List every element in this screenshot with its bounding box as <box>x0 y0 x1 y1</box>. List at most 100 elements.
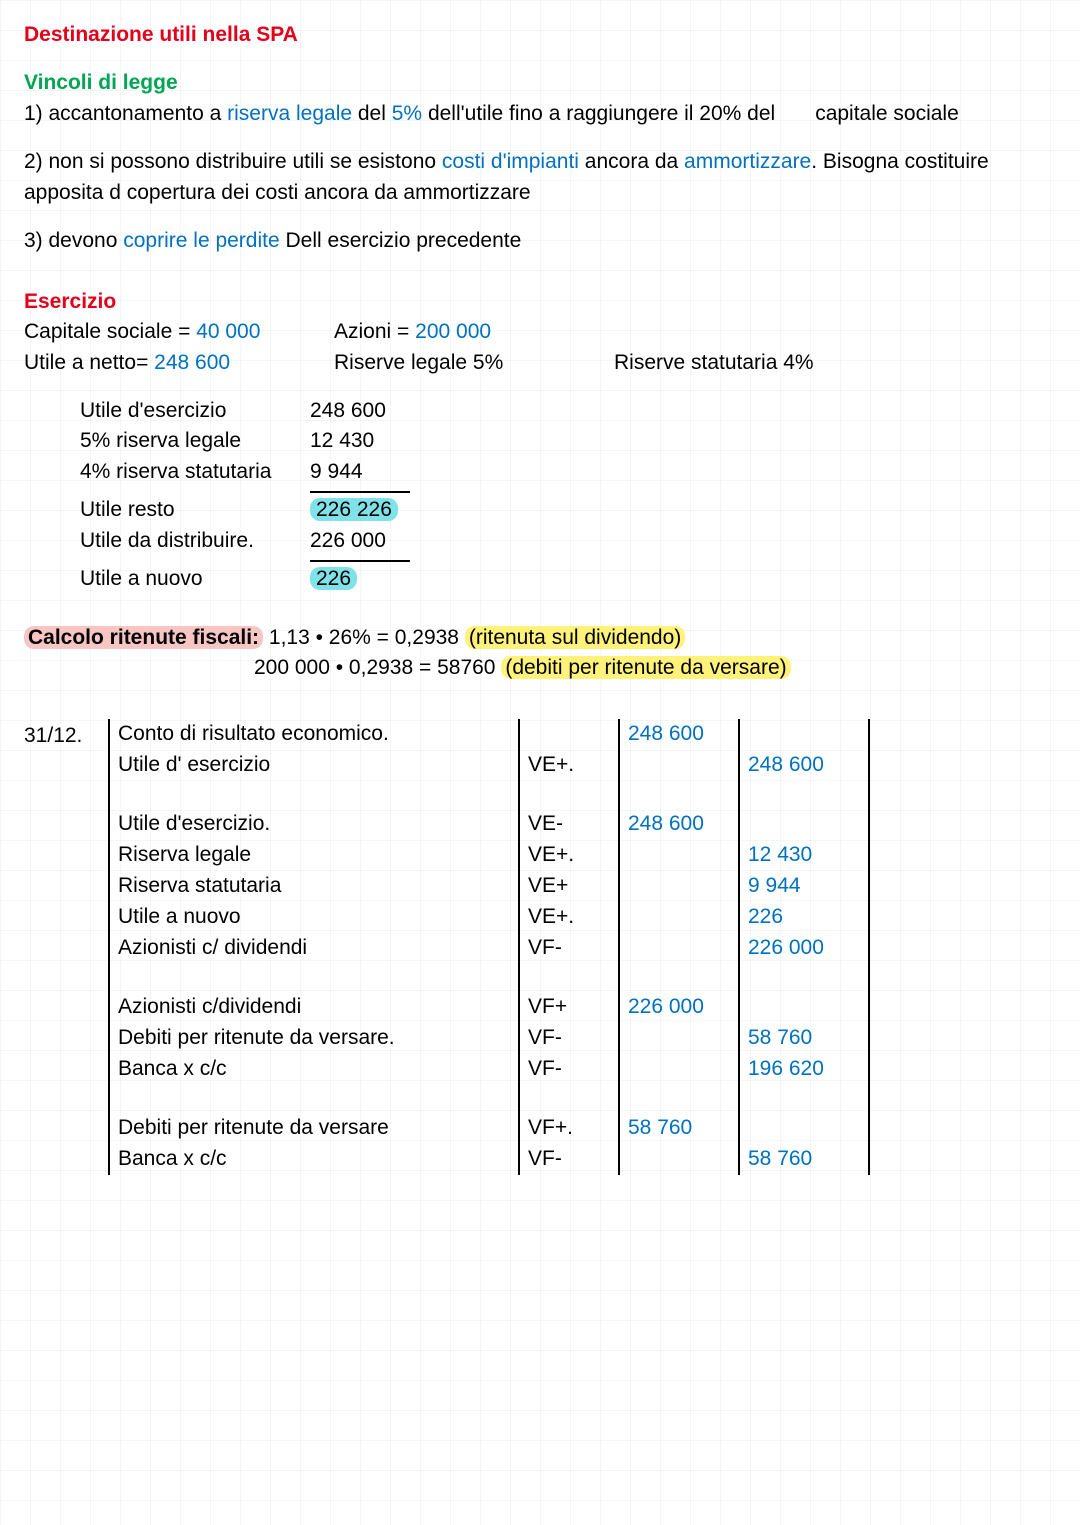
ritenute-hl: (ritenuta sul dividendo) <box>465 626 685 649</box>
journal-credit: 58 760 <box>748 1023 860 1054</box>
calc-val-highlight: 226 <box>310 567 357 590</box>
vincoli-p2: 2) non si possono distribuire utili se e… <box>24 147 1056 208</box>
journal-code: VE- <box>528 809 610 840</box>
calc-label: Utile d'esercizio <box>80 396 310 426</box>
journal-credit: 226 000 <box>748 933 860 964</box>
label: Azioni = <box>334 320 415 343</box>
calc-val: 12 430 <box>310 426 430 456</box>
journal-credit <box>748 719 860 750</box>
text: capitale sociale <box>815 102 959 125</box>
calc-label: 4% riserva statutaria <box>80 457 310 487</box>
text: 1) accantonamento a <box>24 102 227 125</box>
journal-desc: Azionisti c/ dividendi <box>118 933 510 964</box>
text: 1,13 • 26% = 0,2938 <box>263 626 465 649</box>
journal-credit <box>748 992 860 1023</box>
vincoli-p3: 3) devono coprire le perdite Dell eserci… <box>24 226 1056 256</box>
calc-label: Utile resto <box>80 495 310 525</box>
journal-code: VE+ <box>528 871 610 902</box>
journal-desc: Utile d'esercizio. <box>118 809 510 840</box>
journal-gap <box>118 1085 510 1113</box>
journal-gap <box>748 1085 860 1113</box>
ritenute-label: Calcolo ritenute fiscali: <box>24 626 263 649</box>
calc-val-highlight: 226 226 <box>310 498 398 521</box>
journal-desc: Conto di risultato economico. <box>118 719 510 750</box>
text: 200 000 • 0,2938 = 58760 <box>254 656 501 679</box>
text-blue: costi d'impianti <box>442 150 579 173</box>
journal-debit <box>628 750 730 781</box>
text-blue: 5% <box>392 102 422 125</box>
journal-debit: 226 000 <box>628 992 730 1023</box>
journal-gap <box>748 781 860 809</box>
journal-code: VF+. <box>528 1113 610 1144</box>
journal-gap <box>628 964 730 992</box>
journal-gap <box>118 964 510 992</box>
text: ancora da <box>579 150 684 173</box>
journal-credit: 248 600 <box>748 750 860 781</box>
value: 248 600 <box>154 351 230 374</box>
journal-desc: Riserva legale <box>118 840 510 871</box>
journal-gap <box>528 964 610 992</box>
journal-credit <box>748 1113 860 1144</box>
journal-debit <box>628 1023 730 1054</box>
journal-gap <box>528 781 610 809</box>
journal-code: VE+. <box>528 750 610 781</box>
journal-credit: 226 <box>748 902 860 933</box>
journal-debit <box>628 933 730 964</box>
text: Dell esercizio precedente <box>280 229 522 252</box>
journal-gap <box>628 1085 730 1113</box>
journal-code: VF- <box>528 1023 610 1054</box>
journal-gap <box>118 781 510 809</box>
journal-code <box>528 719 610 750</box>
divider <box>310 491 410 493</box>
journal-desc: Utile a nuovo <box>118 902 510 933</box>
journal-code: VE+. <box>528 840 610 871</box>
journal-code: VE+. <box>528 902 610 933</box>
journal-desc: Debiti per ritenute da versare <box>118 1113 510 1144</box>
journal-debit <box>628 871 730 902</box>
text: 2) non si possono distribuire utili se e… <box>24 150 442 173</box>
page-title: Destinazione utili nella SPA <box>24 23 298 46</box>
divider <box>310 560 410 562</box>
journal-code: VF- <box>528 1144 610 1175</box>
esercizio-heading: Esercizio <box>24 287 1056 317</box>
journal-debit <box>628 1144 730 1175</box>
journal-credit <box>748 809 860 840</box>
journal-credit: 9 944 <box>748 871 860 902</box>
ritenute-block: Calcolo ritenute fiscali: 1,13 • 26% = 0… <box>24 623 1056 684</box>
calc-label: Utile da distribuire. <box>80 526 310 556</box>
journal-debit: 248 600 <box>628 719 730 750</box>
esercizio-ris-stat: Riserve statutaria 4% <box>614 348 814 378</box>
text-blue: riserva legale <box>227 102 352 125</box>
esercizio-azioni: Azioni = 200 000 <box>334 317 614 347</box>
vincoli-p1: 1) accantonamento a riserva legale del 5… <box>24 99 1056 129</box>
calc-table: Utile d'esercizio248 600 5% riserva lega… <box>80 396 1056 595</box>
journal-code: VF- <box>528 933 610 964</box>
journal-code: VF- <box>528 1054 610 1085</box>
journal-desc: Azionisti c/dividendi <box>118 992 510 1023</box>
journal-date: 31/12. <box>24 719 108 1175</box>
journal-gap <box>748 964 860 992</box>
label: Utile a netto= <box>24 351 154 374</box>
text: del <box>352 102 392 125</box>
calc-val: 248 600 <box>310 396 430 426</box>
label: Capitale sociale = <box>24 320 196 343</box>
journal-desc: Utile d' esercizio <box>118 750 510 781</box>
journal-debit: 58 760 <box>628 1113 730 1144</box>
text-blue: ammortizzare <box>684 150 811 173</box>
journal-debit <box>628 1054 730 1085</box>
ritenute-hl: (debiti per ritenute da versare) <box>501 656 790 679</box>
journal-desc: Banca x c/c <box>118 1144 510 1175</box>
calc-val: 226 000 <box>310 526 430 556</box>
journal-desc: Banca x c/c <box>118 1054 510 1085</box>
text: dell'utile fino a raggiungere il 20% del <box>422 102 775 125</box>
journal-gap <box>528 1085 610 1113</box>
journal-desc: Debiti per ritenute da versare. <box>118 1023 510 1054</box>
text: 3) devono <box>24 229 123 252</box>
vincoli-heading: Vincoli di legge <box>24 68 1056 98</box>
value: 40 000 <box>196 320 260 343</box>
journal-gap <box>628 781 730 809</box>
journal-credit: 12 430 <box>748 840 860 871</box>
esercizio-cap: Capitale sociale = 40 000 <box>24 317 334 347</box>
calc-label: Utile a nuovo <box>80 564 310 594</box>
journal-credit: 58 760 <box>748 1144 860 1175</box>
